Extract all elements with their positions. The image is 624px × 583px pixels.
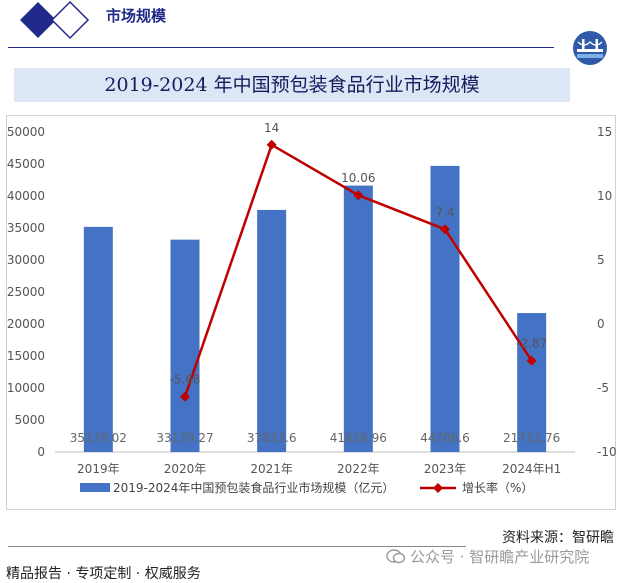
bar-value-label: 44706.6	[420, 431, 470, 445]
bar	[257, 209, 287, 452]
bar-value-label: 35179.02	[70, 431, 127, 445]
y-right-tick-label: 10	[597, 189, 612, 203]
legend-line-marker	[433, 483, 443, 493]
bar-value-label: 37823.6	[247, 431, 297, 445]
growth-value-label: -5.68	[169, 373, 200, 387]
bridge-badge-icon	[573, 31, 607, 65]
y-left-tick-label: 15000	[7, 349, 45, 363]
diamond-logo-icon	[20, 0, 90, 40]
growth-point	[266, 139, 277, 150]
legend-bar-swatch	[80, 483, 110, 492]
y-left-tick-label: 50000	[7, 125, 45, 139]
y-left-tick-label: 45000	[7, 157, 45, 171]
y-left-tick-label: 40000	[7, 189, 45, 203]
growth-value-label: 14	[264, 121, 279, 135]
x-tick-label: 2024年H1	[502, 462, 561, 476]
footer-divider	[8, 546, 466, 547]
bar-value-label: 41626.96	[330, 431, 387, 445]
y-left-tick-label: 30000	[7, 253, 45, 267]
watermark-text: 公众号 · 智研瞻产业研究院	[410, 548, 590, 566]
x-tick-label: 2022年	[337, 462, 380, 476]
y-right-tick-label: 0	[597, 317, 605, 331]
growth-value-label: -2.87	[516, 337, 547, 351]
source-note: 资料来源：智研瞻	[502, 530, 614, 546]
watermark: 公众号 · 智研瞻产业研究院	[386, 546, 589, 567]
chart-title-background	[14, 68, 570, 102]
y-left-tick-label: 5000	[14, 413, 45, 427]
bar	[343, 185, 373, 452]
chart-plot: 0 5000 10000 15000 20000 25000 30000 35000 40000…	[7, 121, 617, 495]
bar	[430, 165, 460, 453]
y-left-tick-label: 10000	[7, 381, 45, 395]
header-divider	[8, 47, 554, 48]
y-right-tick-label: 15	[597, 125, 612, 139]
y-right-tick-label: -10	[597, 445, 617, 459]
growth-point	[353, 190, 364, 201]
x-tick-label: 2021年	[250, 462, 293, 476]
x-tick-label: 2023年	[424, 462, 467, 476]
x-tick-label: 2019年	[77, 462, 120, 476]
y-left-tick-label: 0	[37, 445, 45, 459]
wechat-icon	[386, 549, 406, 564]
bar	[83, 226, 113, 452]
growth-point	[440, 224, 450, 235]
section-title: 市场规模	[106, 7, 167, 25]
y-left-tick-label: 25000	[7, 285, 45, 299]
y-right-tick-label: 5	[597, 253, 605, 267]
bar	[170, 239, 200, 452]
x-tick-label: 2020年	[164, 462, 207, 476]
growth-point	[526, 355, 537, 366]
bar-value-label: 33179.27	[156, 431, 213, 445]
bar	[517, 313, 547, 452]
bar-value-label: 21711.76	[503, 431, 560, 445]
y-right-tick-label: -5	[597, 381, 609, 395]
chart-frame	[6, 115, 616, 510]
y-left-tick-label: 35000	[7, 221, 45, 235]
chart-title: 2019-2024 年中国预包装食品行业市场规模	[104, 74, 480, 96]
legend-line-label: 增长率（%）	[462, 480, 533, 495]
footer-tagline: 精品报告 · 专项定制 · 权威服务	[6, 566, 201, 582]
y-left-tick-label: 20000	[7, 317, 45, 331]
growth-value-label: 10.06	[341, 171, 375, 185]
legend-bar-label: 2019-2024年中国预包装食品行业市场规模（亿元）	[113, 480, 394, 495]
growth-value-label: 7.4	[435, 205, 454, 219]
growth-point	[180, 391, 190, 402]
